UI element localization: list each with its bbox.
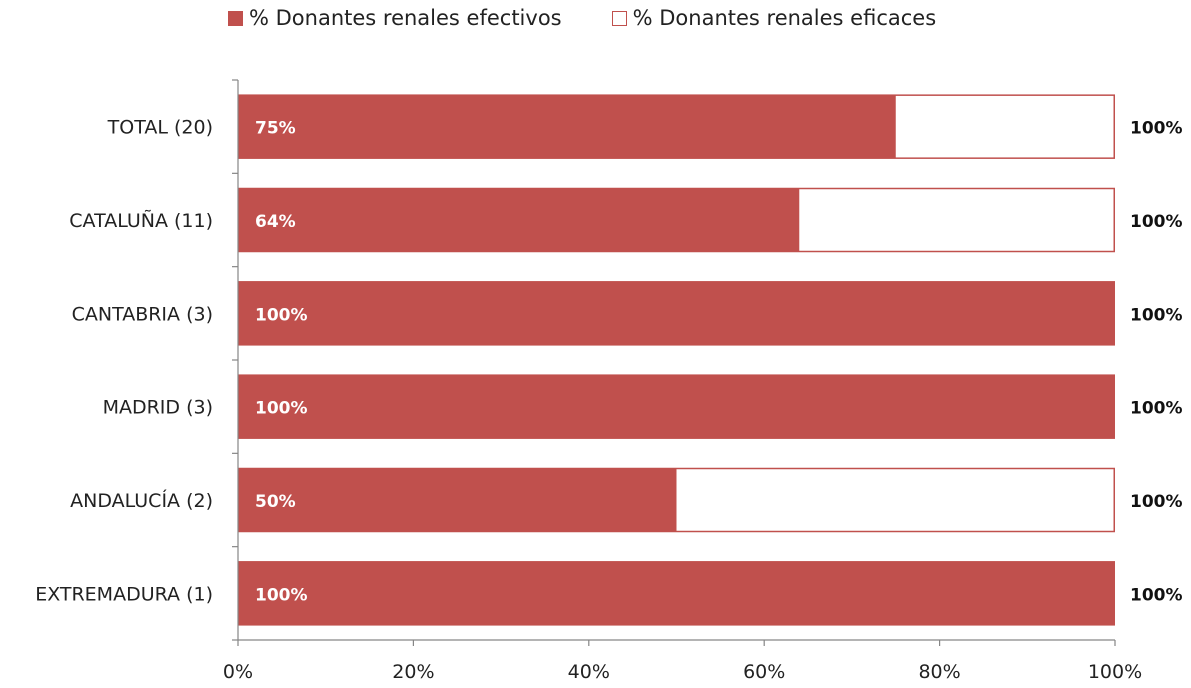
data-label-efectivos: 50%	[255, 492, 296, 512]
legend-item-efectivos: % Donantes renales efectivos	[228, 6, 562, 30]
bar-efectivos	[238, 375, 1115, 439]
x-tick-label: 80%	[918, 661, 960, 683]
x-tick-label: 100%	[1088, 661, 1142, 683]
data-label-eficaces: 100%	[1130, 119, 1183, 139]
bar-efectivos	[238, 468, 677, 532]
legend-item-eficaces: % Donantes renales eficaces	[611, 6, 937, 30]
bar-efectivos	[238, 95, 896, 159]
data-label-eficaces: 100%	[1130, 212, 1183, 232]
legend-swatch-efectivos	[228, 10, 243, 26]
x-tick-label: 40%	[568, 661, 610, 683]
bar-efectivos	[238, 281, 1115, 345]
data-label-eficaces: 100%	[1130, 399, 1183, 419]
bar-efectivos	[238, 561, 1115, 625]
category-label: CATALUÑA (11)	[69, 209, 213, 232]
data-label-eficaces: 100%	[1130, 585, 1183, 605]
x-tick-label: 20%	[392, 661, 434, 683]
category-label: MADRID (3)	[103, 397, 213, 419]
data-label-efectivos: 100%	[255, 585, 308, 605]
category-label: CANTABRIA (3)	[72, 303, 213, 325]
data-label-eficaces: 100%	[1130, 305, 1183, 325]
bar-efectivos	[238, 188, 800, 252]
legend-label-eficaces: % Donantes renales eficaces	[632, 6, 937, 30]
data-label-eficaces: 100%	[1130, 492, 1183, 512]
chart-legend: % Donantes renales efectivos % Donantes …	[228, 6, 986, 30]
data-label-efectivos: 64%	[255, 212, 296, 232]
x-tick-label: 0%	[223, 661, 253, 683]
data-label-efectivos: 75%	[255, 119, 296, 139]
data-label-efectivos: 100%	[255, 399, 308, 419]
x-tick-label: 60%	[743, 661, 785, 683]
data-label-efectivos: 100%	[255, 305, 308, 325]
legend-label-efectivos: % Donantes renales efectivos	[249, 6, 562, 30]
category-label: ANDALUCÍA (2)	[70, 489, 213, 512]
category-label: EXTREMADURA (1)	[35, 583, 213, 605]
legend-swatch-eficaces	[611, 10, 627, 26]
category-label: TOTAL (20)	[107, 117, 213, 139]
